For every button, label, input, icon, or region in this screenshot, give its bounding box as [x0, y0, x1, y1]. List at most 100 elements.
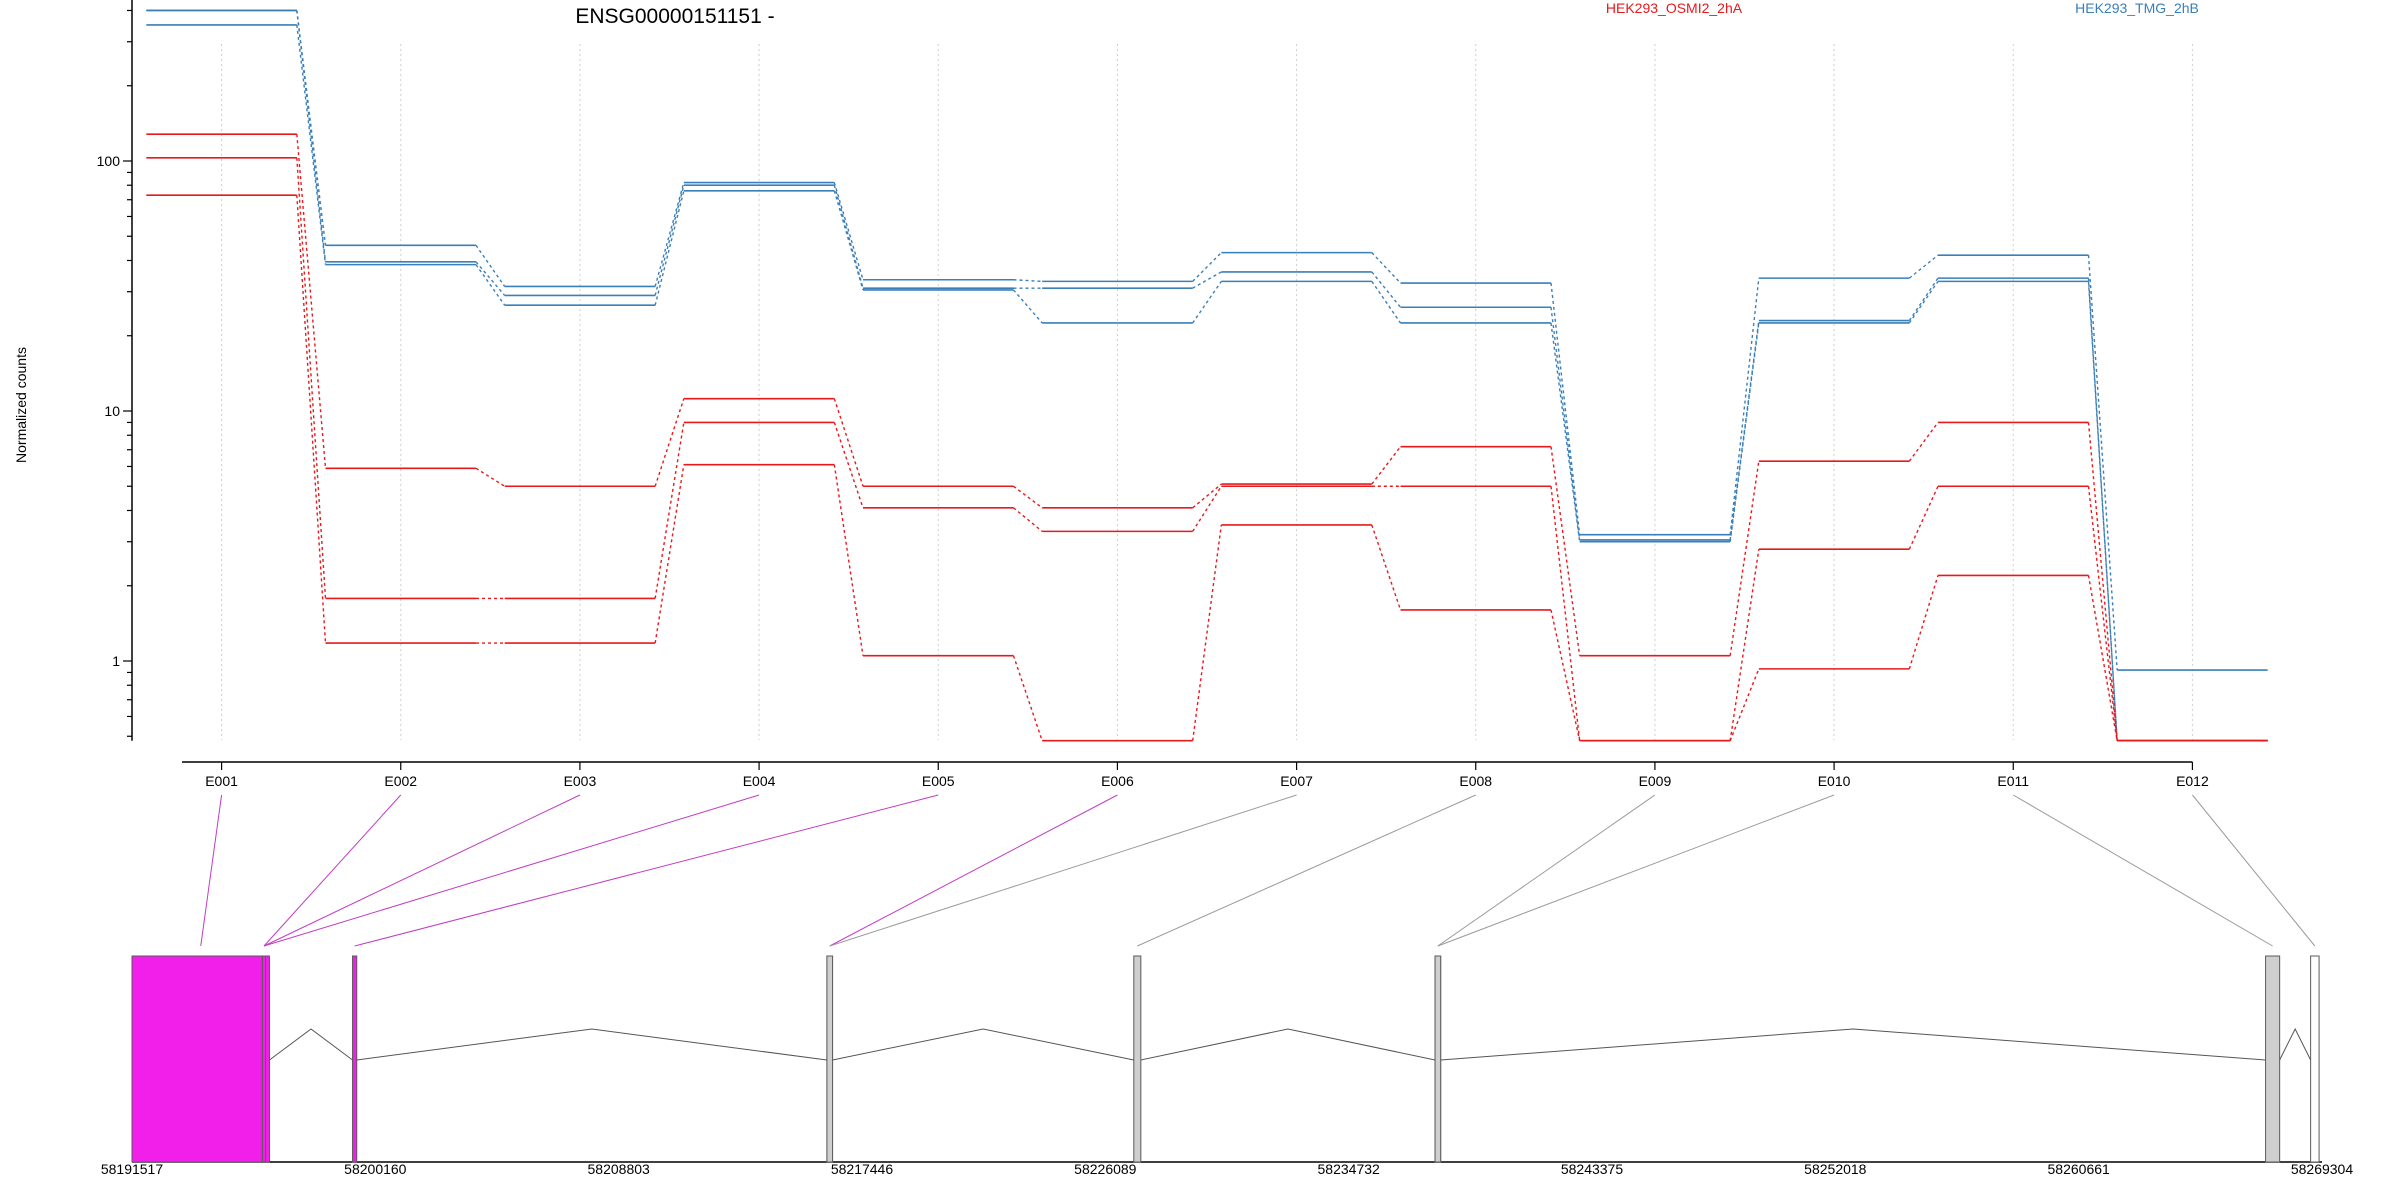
exon-connectors [200, 794, 2316, 947]
genomic-tick-label: 58200160 [344, 1161, 407, 1177]
series-1-connector [1908, 254, 1939, 279]
intron-line [269, 1028, 353, 1061]
connector-e007 [829, 794, 1297, 947]
series-4-connector [1550, 446, 1581, 656]
series-2-connector [1908, 277, 1939, 321]
series-2-connector [475, 261, 506, 296]
series-5-connector [1013, 507, 1043, 532]
x-tick-label-e012: E012 [2176, 773, 2209, 789]
series-3-connector [1192, 280, 1222, 324]
series-6-connector [1908, 575, 1939, 670]
series-4-connector [296, 134, 327, 469]
series-5-connector [2087, 486, 2118, 741]
series-6-connector [296, 195, 327, 644]
series-3-connector [1550, 322, 1581, 542]
series-2-connector [654, 185, 685, 296]
exon-box-e010 [1434, 955, 1442, 1163]
series-3-connector [1908, 280, 1939, 324]
genomic-tick-label: 58234732 [1318, 1161, 1381, 1177]
y-axis-label: Normalized counts [13, 347, 29, 463]
exon-box-e008 [1133, 955, 1142, 1163]
series-6 [146, 194, 2268, 742]
x-tick-label-e007: E007 [1280, 773, 1313, 789]
intron-line [356, 1028, 827, 1061]
intron-line [832, 1028, 1134, 1061]
intron-line [2279, 1027, 2312, 1061]
series-3-connector [1012, 289, 1043, 324]
connector-e012 [2192, 794, 2316, 947]
exon-box-e011 [2265, 955, 2281, 1163]
intron-line [1140, 1028, 1436, 1061]
exon-box-e004 [261, 955, 267, 1163]
series-5-connector [1729, 549, 1760, 741]
series-6-connector [1371, 524, 1402, 611]
series-6-connector [2087, 575, 2118, 741]
chart-title: ENSG00000151151 - [575, 5, 774, 28]
series-5-connector [296, 157, 327, 599]
series-lines [146, 9, 2268, 742]
genomic-tick-label: 58269304 [2291, 1161, 2354, 1177]
legend-item-tmg: HEK293_TMG_2hB [2075, 0, 2199, 16]
series-4-connector [1371, 446, 1402, 485]
connector-e004 [263, 794, 760, 947]
series-3-connector [475, 264, 506, 306]
gridlines [221, 44, 2193, 740]
series-6-connector [833, 464, 864, 656]
genomic-tick-label: 58226089 [1074, 1161, 1137, 1177]
x-tick-label-e009: E009 [1639, 773, 1672, 789]
genomic-tick-label: 58217446 [831, 1161, 894, 1177]
exon-box-e005 [352, 955, 358, 1163]
series-2-connector [2087, 278, 2118, 741]
connector-e001 [200, 794, 223, 947]
exon-box-e001 [131, 955, 270, 1163]
series-6-connector [654, 464, 685, 644]
series-1-connector [1550, 282, 1581, 535]
y-tick-label-10: 10 [104, 403, 120, 419]
series-4 [146, 133, 2268, 742]
genomic-tick-label: 58208803 [588, 1161, 651, 1177]
series-3-connector [654, 190, 685, 306]
series-2-connector [1371, 271, 1402, 308]
y-tick-label-100: 100 [97, 153, 121, 169]
x-tick-label-e005: E005 [922, 773, 955, 789]
intron-line [1440, 1028, 2266, 1061]
series-3-connector [1729, 322, 1760, 542]
series-1-connector [475, 244, 506, 287]
x-tick-label-e001: E001 [205, 773, 238, 789]
series-1-connector [1729, 278, 1760, 535]
series-4-connector [1192, 483, 1222, 509]
gene-model: 58191517 58200160 58208803 58217446 58226089… [101, 955, 2354, 1177]
genomic-tick-label: 58243375 [1561, 1161, 1624, 1177]
connector-e008 [1137, 794, 1476, 947]
series-3-connector [1371, 280, 1402, 324]
connector-e010 [1437, 794, 1835, 947]
series-4-connector [1908, 422, 1939, 462]
series-6-connector [1012, 655, 1043, 741]
connector-e003 [263, 794, 581, 947]
series-1-connector [833, 182, 864, 280]
exon-box-e012 [2310, 955, 2320, 1163]
x-tick-label-e002: E002 [384, 773, 417, 789]
exon-box-e007 [826, 955, 834, 1163]
series-6-connector [1191, 524, 1223, 741]
connector-e002 [263, 794, 402, 947]
series-1-connector [1371, 252, 1402, 284]
series-3-connector [833, 190, 864, 291]
connector-e009 [1437, 794, 1656, 947]
x-tick-label-e003: E003 [564, 773, 597, 789]
series-1 [146, 9, 2268, 671]
series-3-connector [2087, 281, 2118, 741]
x-tick-label-e004: E004 [743, 773, 776, 789]
x-tick-label-e010: E010 [1818, 773, 1851, 789]
genomic-tick-label: 58252018 [1804, 1161, 1867, 1177]
y-tick-label-1: 1 [112, 653, 120, 669]
axes: 1 10 100 E001 E002 E003 E004 E005 E006 E007 E008 E0… [97, 0, 2209, 789]
connector-e006 [829, 794, 1118, 947]
series-4-connector [1729, 461, 1760, 656]
series-5-connector [1192, 485, 1222, 532]
series-6-connector [1550, 609, 1581, 741]
series-1-connector [1192, 252, 1222, 282]
series-5-connector [1550, 486, 1581, 741]
